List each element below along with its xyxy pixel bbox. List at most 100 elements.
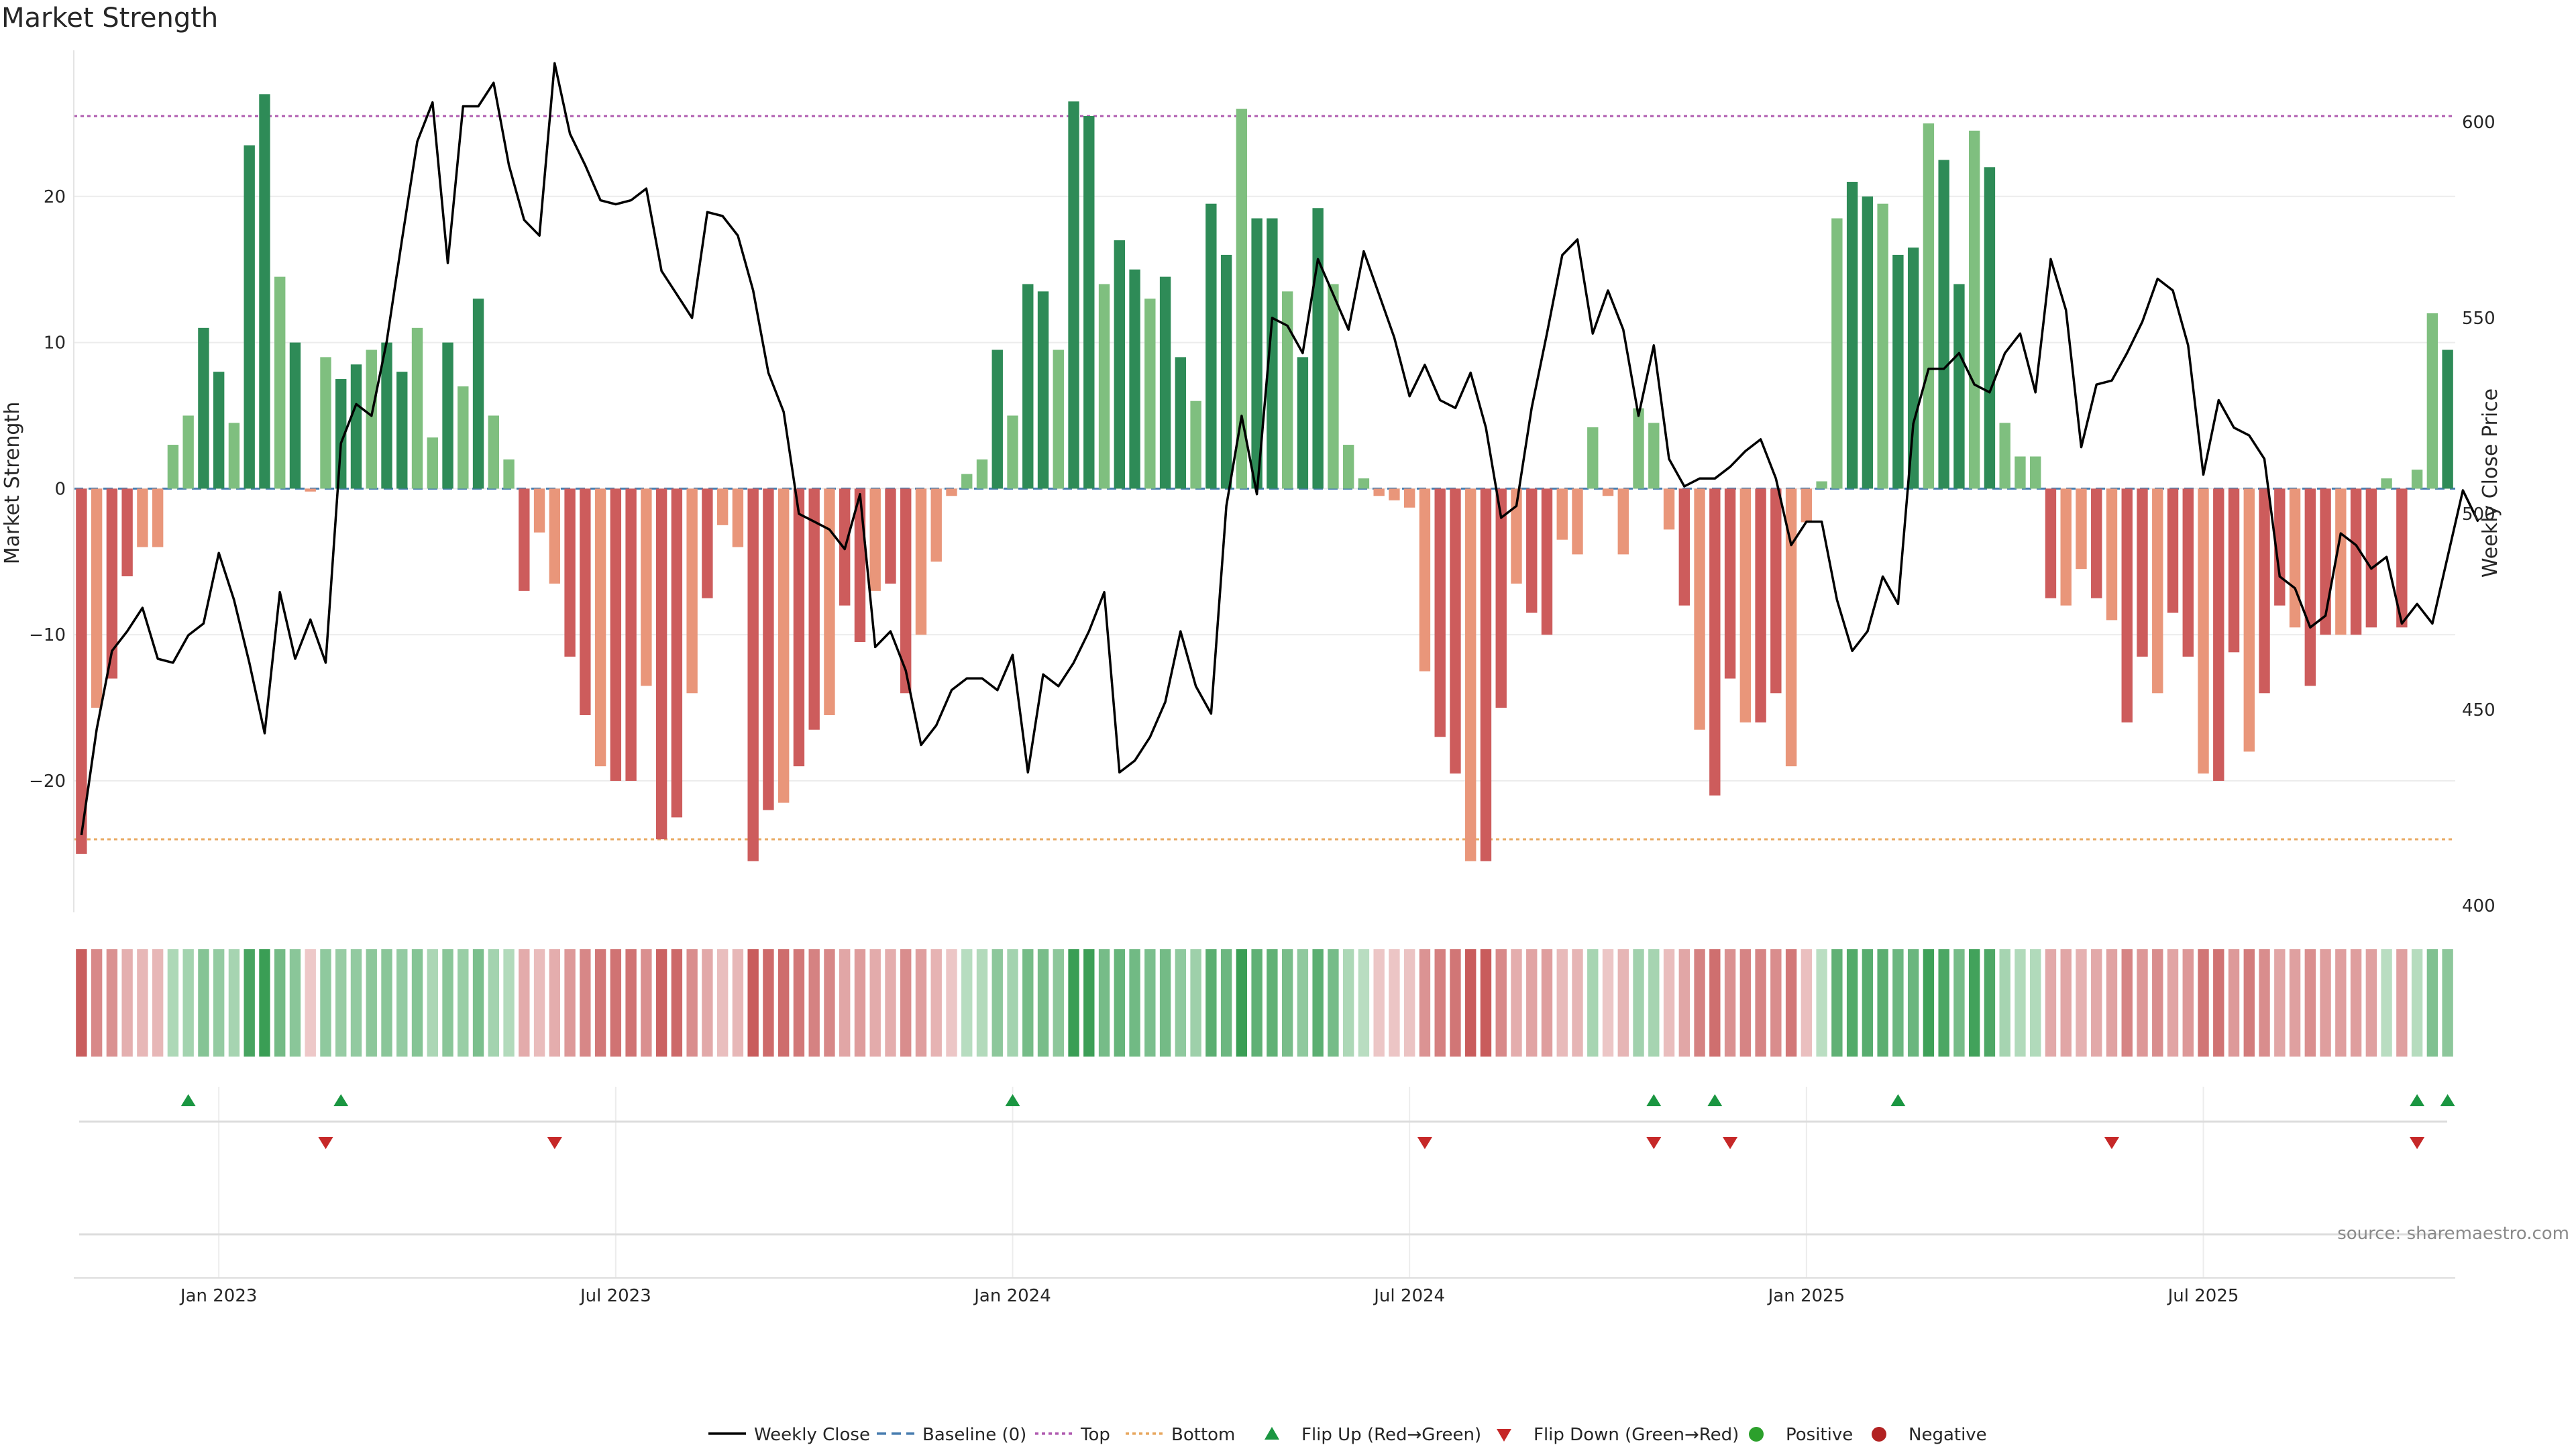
flip-up-marker [1646,1094,1662,1106]
heat-cell [1709,949,1721,1057]
heat-cell [1312,949,1324,1057]
heat-cell [1862,949,1874,1057]
strength-bar [1923,123,1935,489]
x-tick-label: Jan 2023 [179,1286,258,1306]
strength-bar [76,488,87,854]
strength-bar [2152,488,2163,694]
strength-bar [808,488,820,730]
strength-bar [655,488,667,840]
heat-cell [167,949,179,1057]
strength-bar [2396,488,2408,628]
strength-bar [488,415,499,489]
strength-bar [1663,488,1675,530]
strength-bar [1755,488,1766,722]
heat-cell [503,949,515,1057]
strength-bar [1129,269,1140,489]
heat-cell [1892,949,1904,1057]
heat-cell [1175,949,1187,1057]
heat-cell [732,949,744,1057]
strength-bar [1709,488,1721,796]
heat-cell [991,949,1003,1057]
strength-bar [1617,488,1629,555]
heat-cell [625,949,637,1057]
legend: Weekly Close Baseline (0) Top Bottom Flip Up… [708,1425,1987,1445]
strength-bar [2411,470,2423,489]
heat-cell [777,949,790,1057]
strength-bar [121,488,133,577]
heat-cell [1267,949,1278,1057]
heat-cell [854,949,866,1057]
heat-cell [2411,949,2423,1057]
strength-bar [930,488,942,562]
heat-cell [2060,949,2072,1057]
strength-bar [2030,456,2041,489]
strength-bar [2198,488,2209,774]
strength-bar [1633,408,1644,489]
heat-cell [1602,949,1614,1057]
heat-cell [1739,949,1752,1057]
heat-cell [961,949,973,1057]
heat-cell [1984,949,1996,1057]
strength-bar [1892,254,1904,489]
heat-cell [869,949,881,1057]
heat-cell [1465,949,1477,1057]
heat-cell [244,949,255,1057]
heat-cell [2274,949,2286,1057]
heat-cell [1144,949,1156,1057]
heat-cell [2304,949,2316,1057]
strength-bar [777,488,790,803]
strength-bar [1114,240,1126,489]
strength-bar [2289,488,2301,628]
heat-cell [1281,949,1293,1057]
strength-bar [2274,488,2286,606]
strength-bar [900,488,912,694]
flip-down-marker [1417,1137,1432,1149]
heat-cell [1434,949,1446,1057]
heat-cell [1450,949,1461,1057]
heat-cell [1831,949,1843,1057]
strength-bar [519,488,530,591]
heat-cell [182,949,194,1057]
heat-cell [641,949,652,1057]
heat-cell [1587,949,1599,1057]
strength-bar [2381,478,2392,489]
heat-cell [671,949,683,1057]
chart-title: Market Strength [1,3,218,34]
strength-bar [1007,415,1018,489]
heat-cell [259,949,270,1057]
strength-bar [1602,488,1614,496]
heat-cell [1037,949,1049,1057]
heat-cell [702,949,713,1057]
x-tick-label: Jan 2025 [1767,1286,1845,1306]
heat-cell [1022,949,1034,1057]
strength-bar [1999,423,2010,489]
heat-cell [198,949,209,1057]
strength-bar [2350,488,2362,635]
strength-bar [2259,488,2270,694]
heat-cell [320,949,331,1057]
strength-bar [2442,350,2453,489]
heat-cell [1159,949,1171,1057]
heat-cell [2167,949,2179,1057]
y-tick-label: −20 [29,771,66,792]
strength-bar [961,474,973,489]
strength-bar [1877,203,1888,489]
flip-up-marker [333,1094,349,1106]
strength-bar [1831,218,1843,489]
strength-bar [2213,488,2224,781]
heat-cell [1663,949,1675,1057]
heat-cell [655,949,667,1057]
strength-bar [91,488,103,708]
heat-cell [1328,949,1339,1057]
legend-label: Weekly Close [754,1425,870,1445]
strength-bar [1816,481,1827,489]
heat-cell [1556,949,1568,1057]
strength-bar [213,372,225,489]
strength-bar [946,488,957,496]
strength-bar [1739,488,1752,722]
strength-bar [1419,488,1431,672]
heat-cell [472,949,484,1057]
strength-bar [641,488,652,686]
legend-label: Positive [1786,1425,1853,1445]
heat-cell [793,949,805,1057]
